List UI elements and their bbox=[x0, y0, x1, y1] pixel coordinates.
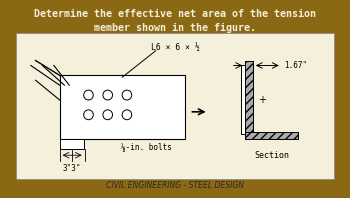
Bar bbox=[245, 61, 253, 139]
Bar bbox=[60, 139, 84, 149]
Text: +: + bbox=[259, 95, 266, 105]
Bar bbox=[241, 66, 245, 134]
Text: ⅛-in. bolts: ⅛-in. bolts bbox=[121, 142, 172, 151]
Text: 1.67": 1.67" bbox=[285, 61, 308, 70]
Circle shape bbox=[84, 90, 93, 100]
Text: 3"3": 3"3" bbox=[63, 164, 82, 173]
Circle shape bbox=[84, 110, 93, 120]
Circle shape bbox=[103, 110, 112, 120]
Circle shape bbox=[103, 90, 112, 100]
Bar bbox=[245, 61, 253, 139]
FancyBboxPatch shape bbox=[16, 33, 334, 179]
Bar bbox=[245, 131, 298, 139]
Circle shape bbox=[122, 110, 132, 120]
Text: CIVIL ENGINEERING - STEEL DESIGN: CIVIL ENGINEERING - STEEL DESIGN bbox=[106, 181, 244, 190]
Text: L6 × 6 × ½: L6 × 6 × ½ bbox=[150, 43, 200, 52]
Text: Determine the effective net area of the tension
member shown in the figure.: Determine the effective net area of the … bbox=[34, 9, 316, 32]
Bar bbox=[60, 75, 184, 139]
Circle shape bbox=[122, 90, 132, 100]
Text: Section: Section bbox=[254, 151, 289, 160]
Bar bbox=[245, 131, 298, 139]
